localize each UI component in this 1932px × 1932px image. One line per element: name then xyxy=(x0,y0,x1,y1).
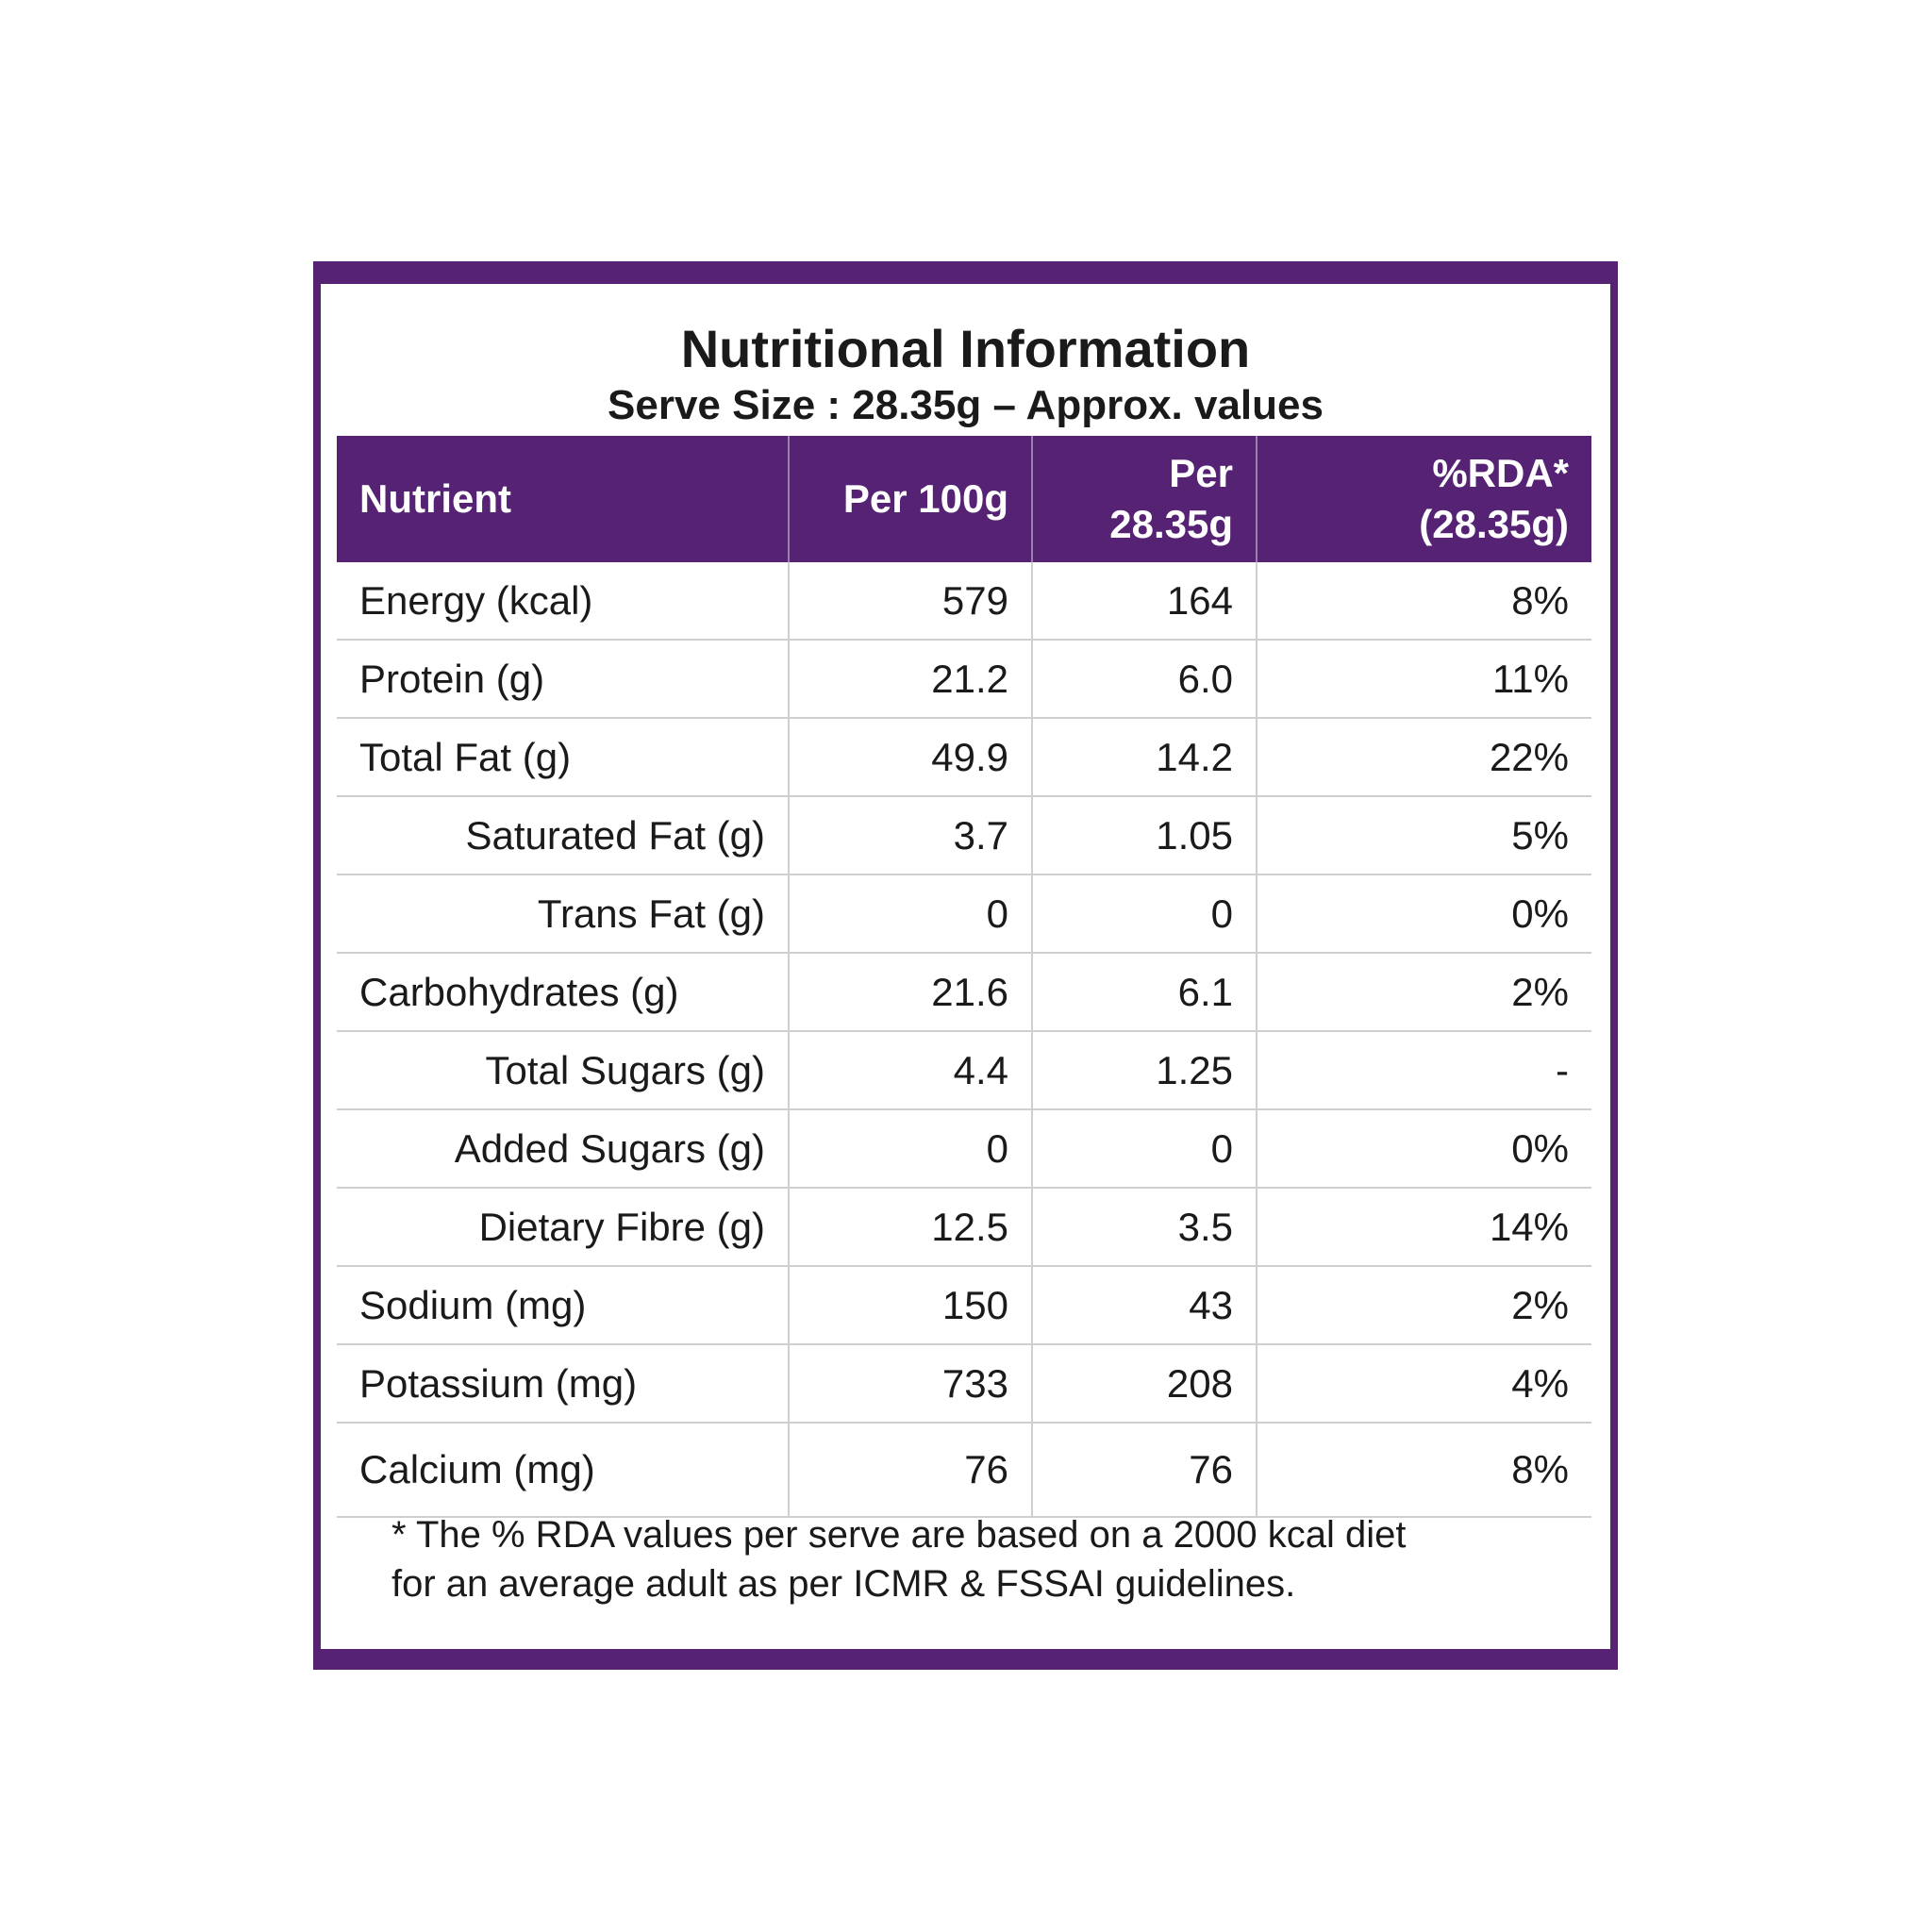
table-row: Sodium (mg) 150 43 2% xyxy=(337,1266,1591,1345)
nutrient-value: 208 xyxy=(1031,1344,1257,1424)
title: Nutritional Information xyxy=(680,319,1251,378)
nutrient-name: Dietary Fibre (g) xyxy=(337,1188,789,1267)
nutrient-value: 49.9 xyxy=(788,718,1032,797)
nutrient-name: Added Sugars (g) xyxy=(337,1109,789,1189)
nutrient-name: Total Fat (g) xyxy=(337,718,789,797)
nutrient-value: 3.7 xyxy=(788,796,1032,875)
table-row: Total Fat (g) 49.9 14.2 22% xyxy=(337,718,1591,797)
subtitle: Serve Size : 28.35g – Approx. values xyxy=(608,382,1324,428)
nutrition-table: Nutrient Per 100g Per 28.35g %RDA* (28.35g)… xyxy=(337,436,1591,1518)
nutrient-value: 14.2 xyxy=(1031,718,1257,797)
nutrient-value: 2% xyxy=(1256,1266,1591,1345)
nutrition-panel: Nutritional Information Serve Size : 28.… xyxy=(313,261,1618,1670)
nutrient-value: - xyxy=(1256,1031,1591,1110)
footnote: * The % RDA values per serve are based o… xyxy=(391,1514,1407,1605)
nutrient-value: 3.5 xyxy=(1031,1188,1257,1267)
nutrient-value: 1.25 xyxy=(1031,1031,1257,1110)
nutrient-name: Calcium (mg) xyxy=(337,1423,789,1518)
table-row: Total Sugars (g) 4.4 1.25- xyxy=(337,1031,1591,1110)
table-row: Added Sugars (g) 0 0 0% xyxy=(337,1109,1591,1189)
nutrient-value: 0 xyxy=(1031,874,1257,954)
table-row: Energy (kcal) 579 164 8% xyxy=(337,562,1591,641)
table-row: Trans Fat (g) 0 0 0% xyxy=(337,874,1591,954)
table-row: Potassium (mg) 733 208 4% xyxy=(337,1344,1591,1424)
nutrient-value: 1.05 xyxy=(1031,796,1257,875)
table-row: Saturated Fat (g) 3.7 1.05 5% xyxy=(337,796,1591,875)
header-row: Nutrient Per 100g Per 28.35g %RDA* (28.35g) xyxy=(337,436,1591,562)
table-body: Energy (kcal) 579 164 8% Protein (g) 21.2 6.0 1… xyxy=(337,562,1591,1518)
nutrient-value: 11% xyxy=(1256,640,1591,719)
nutrient-name: Saturated Fat (g) xyxy=(337,796,789,875)
nutrient-name: Sodium (mg) xyxy=(337,1266,789,1345)
nutrient-value: 22% xyxy=(1256,718,1591,797)
nutrient-value: 4% xyxy=(1256,1344,1591,1424)
nutrient-value: 12.5 xyxy=(788,1188,1032,1267)
nutrient-value: 164 xyxy=(1031,562,1257,641)
nutrient-value: 0% xyxy=(1256,874,1591,954)
nutrient-name: Protein (g) xyxy=(337,640,789,719)
table-row: Carbohydrates (g) 21.6 6.1 2% xyxy=(337,953,1591,1032)
nutrient-value: 76 xyxy=(1031,1423,1257,1518)
nutrient-name: Total Sugars (g) xyxy=(337,1031,789,1110)
nutrient-value: 5% xyxy=(1256,796,1591,875)
nutrient-value: 0% xyxy=(1256,1109,1591,1189)
nutrient-value: 21.6 xyxy=(788,953,1032,1032)
nutrient-name: Potassium (mg) xyxy=(337,1344,789,1424)
column-header: %RDA* (28.35g) xyxy=(1256,436,1591,562)
table-row: Dietary Fibre (g) 12.5 3.5 14% xyxy=(337,1188,1591,1267)
nutrient-value: 0 xyxy=(788,1109,1032,1189)
nutrient-value: 8% xyxy=(1256,562,1591,641)
nutrient-name: Carbohydrates (g) xyxy=(337,953,789,1032)
nutrient-value: 733 xyxy=(788,1344,1032,1424)
nutrient-value: 0 xyxy=(1031,1109,1257,1189)
nutrient-value: 0 xyxy=(788,874,1032,954)
nutrient-value: 6.1 xyxy=(1031,953,1257,1032)
nutrient-value: 579 xyxy=(788,562,1032,641)
nutrient-value: 150 xyxy=(788,1266,1032,1345)
column-header: Per 100g xyxy=(788,436,1032,562)
nutrient-value: 43 xyxy=(1031,1266,1257,1345)
nutrient-value: 6.0 xyxy=(1031,640,1257,719)
nutrient-value: 2% xyxy=(1256,953,1591,1032)
nutrient-name: Trans Fat (g) xyxy=(337,874,789,954)
nutrient-name: Energy (kcal) xyxy=(337,562,789,641)
table-row: Protein (g) 21.2 6.0 11% xyxy=(337,640,1591,719)
nutrient-value: 76 xyxy=(788,1423,1032,1518)
nutrient-value: 8% xyxy=(1256,1423,1591,1518)
column-header: Nutrient xyxy=(337,436,789,562)
column-header: Per 28.35g xyxy=(1031,436,1257,562)
nutrient-value: 4.4 xyxy=(788,1031,1032,1110)
nutrient-value: 14% xyxy=(1256,1188,1591,1267)
table-row: Calcium (mg) 76 76 8% xyxy=(337,1423,1591,1518)
nutrient-value: 21.2 xyxy=(788,640,1032,719)
